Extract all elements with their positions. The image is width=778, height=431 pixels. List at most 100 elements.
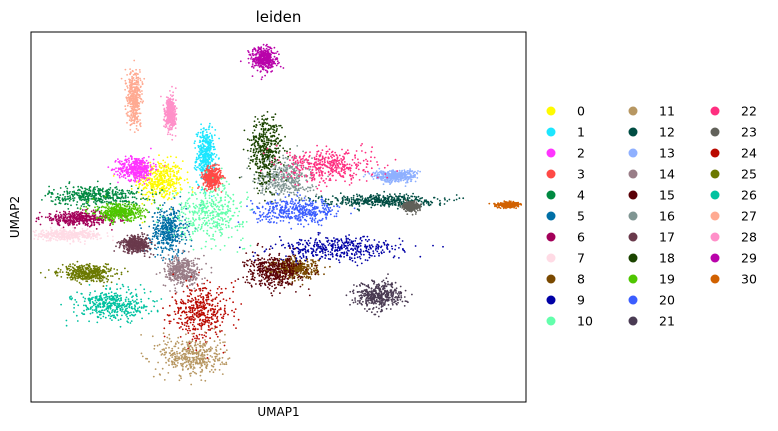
- data-point: [297, 279, 300, 281]
- data-point: [324, 251, 327, 254]
- data-point: [324, 254, 327, 256]
- data-point: [215, 173, 217, 176]
- data-point: [190, 222, 192, 225]
- data-point: [130, 170, 133, 173]
- data-point: [207, 162, 210, 165]
- data-point: [99, 195, 102, 197]
- data-point: [386, 243, 389, 246]
- data-point: [304, 250, 307, 253]
- data-point: [162, 256, 165, 259]
- data-point: [207, 178, 209, 181]
- data-point: [161, 233, 164, 236]
- data-point: [46, 232, 49, 235]
- data-point: [59, 211, 61, 214]
- data-point: [368, 238, 370, 241]
- data-point: [163, 173, 166, 176]
- data-point: [201, 188, 204, 191]
- data-point: [76, 232, 79, 234]
- data-point: [212, 173, 215, 176]
- data-point: [189, 238, 191, 241]
- data-point: [240, 205, 243, 208]
- data-point: [162, 340, 165, 342]
- data-point: [225, 363, 228, 366]
- data-point: [138, 175, 141, 178]
- data-point: [78, 223, 81, 225]
- data-point: [188, 356, 191, 359]
- data-point: [130, 166, 133, 169]
- data-point: [199, 169, 202, 172]
- data-point: [147, 166, 150, 169]
- data-point: [190, 194, 193, 197]
- data-point: [149, 183, 152, 186]
- data-point: [319, 250, 321, 253]
- data-point: [172, 206, 175, 209]
- data-point: [383, 243, 386, 246]
- data-point: [163, 202, 166, 204]
- data-point: [352, 240, 355, 243]
- data-point: [349, 244, 352, 246]
- data-point: [299, 255, 301, 258]
- data-point: [186, 178, 189, 181]
- data-point: [180, 364, 183, 367]
- data-point: [118, 189, 121, 192]
- data-point: [306, 270, 309, 273]
- data-point: [224, 333, 226, 336]
- data-point: [344, 244, 346, 247]
- data-point: [180, 206, 183, 209]
- data-point: [305, 272, 308, 275]
- data-point: [302, 271, 305, 274]
- data-point: [206, 146, 209, 148]
- data-point: [122, 174, 125, 177]
- data-point: [211, 210, 214, 213]
- data-point: [163, 191, 166, 194]
- data-point: [176, 166, 179, 168]
- data-point: [162, 221, 165, 224]
- data-point: [151, 235, 154, 238]
- data-point: [137, 181, 140, 183]
- data-point: [218, 167, 221, 170]
- data-point: [282, 259, 285, 261]
- data-point: [49, 238, 51, 240]
- data-point: [132, 179, 135, 182]
- data-point: [341, 251, 344, 254]
- data-point: [141, 160, 144, 163]
- data-point: [154, 212, 156, 214]
- data-point: [333, 237, 335, 239]
- data-point: [155, 226, 158, 229]
- data-point: [199, 159, 202, 162]
- data-point: [327, 239, 330, 242]
- data-point: [81, 212, 84, 215]
- data-point: [215, 210, 218, 213]
- data-point: [212, 216, 214, 219]
- data-point: [221, 233, 224, 236]
- data-point: [204, 195, 206, 197]
- data-point: [310, 268, 313, 271]
- data-point: [192, 248, 195, 251]
- data-point: [349, 256, 351, 259]
- data-point: [176, 253, 178, 255]
- data-point: [218, 187, 220, 190]
- cluster-2-points: [107, 147, 166, 185]
- data-point: [213, 152, 216, 155]
- data-point: [224, 199, 227, 202]
- data-point: [194, 207, 197, 210]
- data-point: [84, 231, 87, 234]
- data-point: [174, 216, 176, 219]
- data-point: [111, 196, 114, 199]
- data-point: [157, 178, 159, 181]
- data-point: [112, 175, 115, 177]
- data-point: [71, 234, 74, 237]
- data-point: [108, 201, 110, 204]
- data-point: [177, 169, 180, 172]
- data-point: [186, 345, 189, 347]
- data-point: [174, 189, 177, 192]
- data-point: [199, 360, 202, 363]
- data-point: [178, 214, 181, 217]
- data-point: [192, 218, 195, 221]
- data-point: [85, 214, 88, 217]
- data-point: [220, 234, 222, 237]
- data-point: [78, 216, 81, 218]
- data-point: [186, 171, 189, 174]
- data-point: [149, 174, 152, 176]
- data-point: [44, 194, 47, 197]
